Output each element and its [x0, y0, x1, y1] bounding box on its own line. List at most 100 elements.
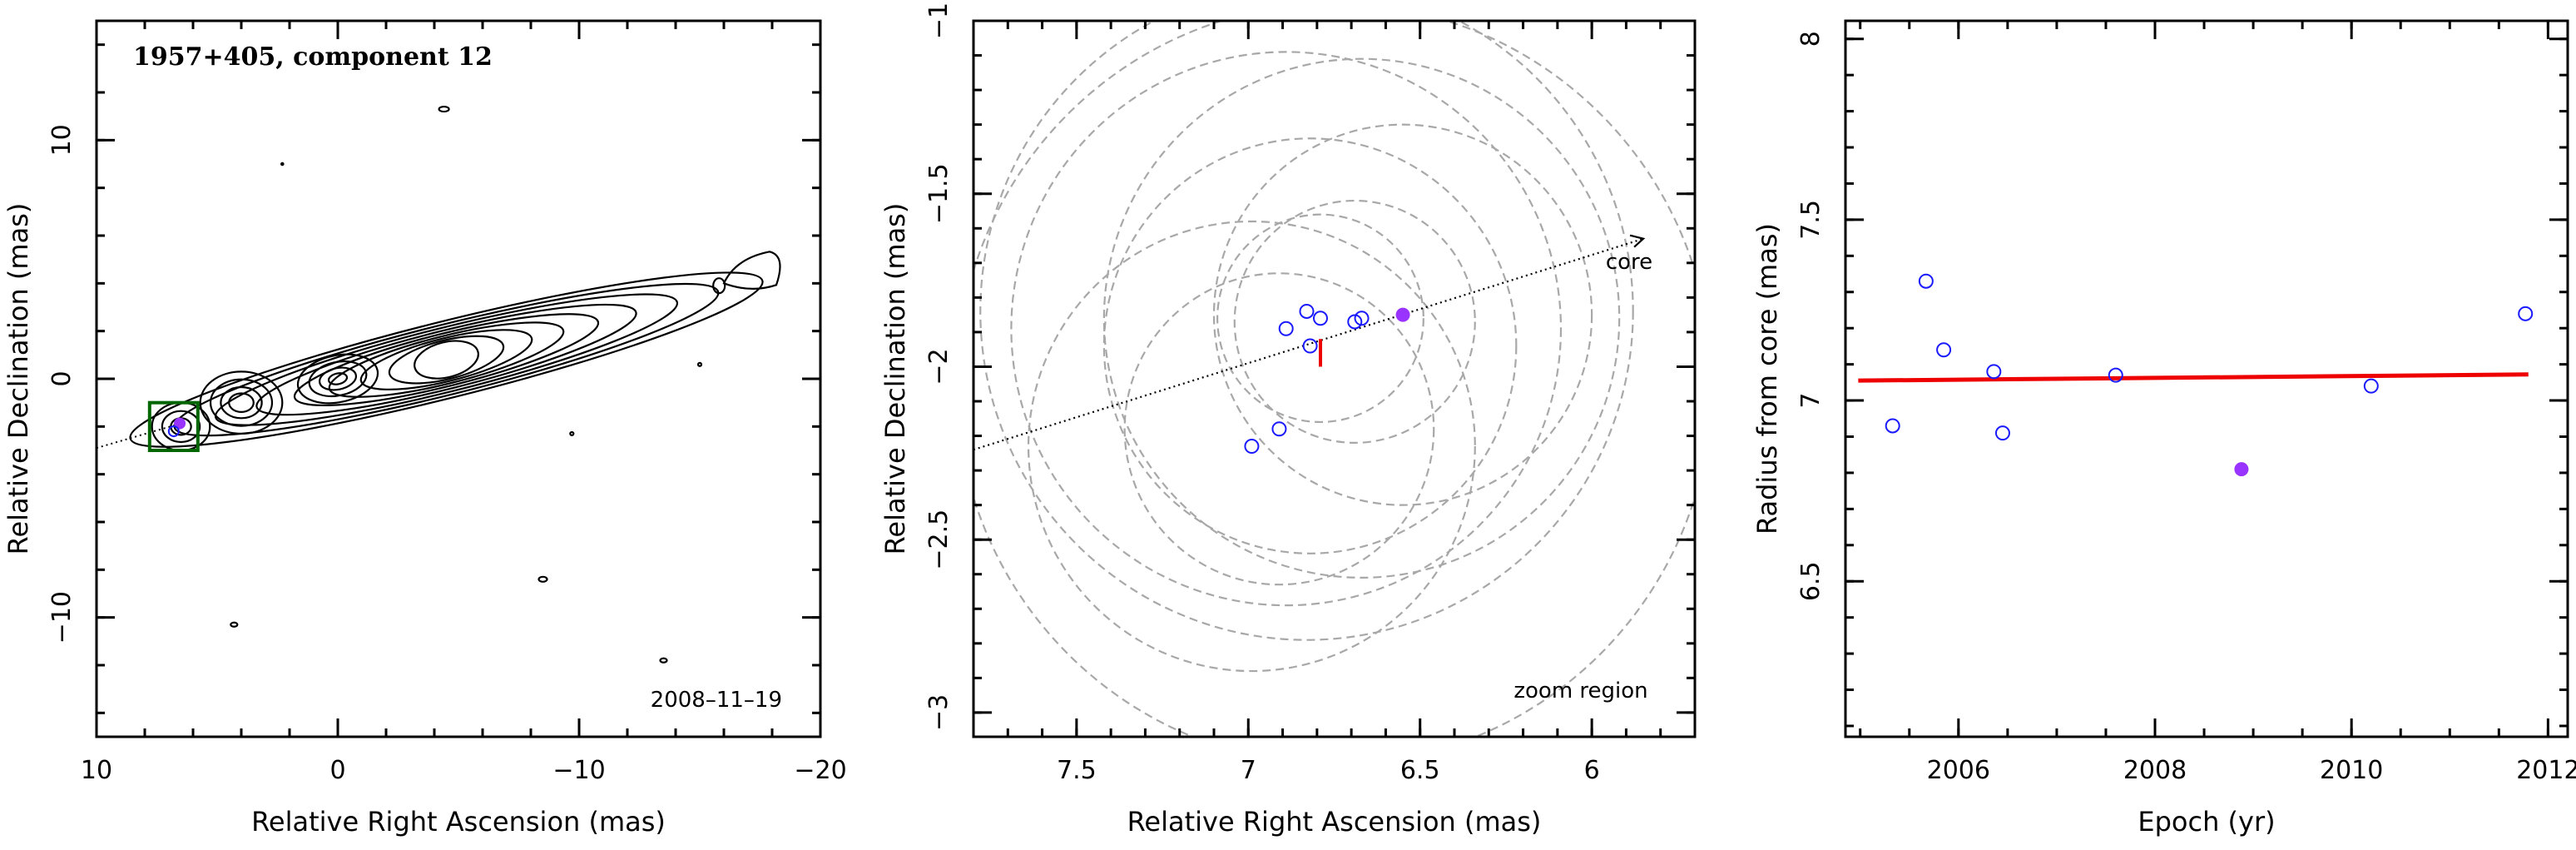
open-point	[2108, 367, 2123, 383]
open-point	[1885, 418, 1900, 434]
island-contour	[659, 657, 668, 664]
core-contour	[327, 372, 349, 385]
plot-frame	[972, 19, 1697, 738]
x-tick-label: −20	[794, 756, 846, 785]
open-point	[1299, 303, 1315, 319]
uncertainty-circle	[1102, 137, 1518, 554]
island-contour	[569, 430, 575, 437]
open-point	[1918, 273, 1934, 289]
x-tick-label: 2010	[2320, 756, 2383, 785]
core-direction-line	[973, 237, 1644, 451]
open-point	[1936, 342, 1952, 358]
open-point	[1994, 425, 2010, 441]
y-tick-label: −3	[924, 694, 954, 731]
uncertainty-circle	[1123, 272, 1435, 586]
x-tick-label: 2006	[1927, 756, 1990, 785]
y-tick-label: −1.5	[924, 163, 954, 224]
open-point	[1354, 311, 1370, 326]
core-arrowhead	[1629, 234, 1646, 248]
jet-contour	[214, 293, 679, 426]
y-tick-label: 8	[1796, 31, 1825, 47]
x-tick-label: 7.5	[1057, 756, 1097, 785]
x-tick-label: 7	[1241, 756, 1256, 785]
jet-contour	[359, 329, 533, 390]
zoom-box	[147, 400, 200, 452]
open-point	[2363, 378, 2379, 394]
filled-point	[1395, 307, 1410, 322]
far-blob-contour	[722, 251, 781, 290]
open-point	[1302, 338, 1318, 354]
uncertainty-circle	[973, 21, 1695, 737]
open-point	[1278, 321, 1294, 336]
jet-contour	[293, 313, 600, 406]
jet-contour	[388, 335, 505, 385]
y-tick-label: −2.5	[924, 510, 954, 570]
x-axis-label: Relative Right Ascension (mas)	[251, 806, 666, 838]
y-tick-label: 10	[47, 124, 77, 156]
fit-line	[1858, 372, 2529, 383]
x-tick-label: 6.5	[1400, 756, 1440, 785]
y-tick-label: 0	[47, 370, 77, 386]
island-contour	[537, 575, 548, 583]
jet-contour	[129, 271, 764, 448]
core-contour	[318, 366, 358, 391]
core-contour	[308, 360, 368, 398]
uncertainty-circle	[1212, 123, 1593, 506]
y-tick-label: −10	[47, 591, 77, 644]
y-axis-label: Radius from core (mas)	[1751, 223, 1783, 534]
component-marker-open	[167, 425, 180, 438]
zoom-plot-area	[973, 21, 1695, 737]
x-axis-label: Relative Right Ascension (mas)	[1127, 806, 1542, 838]
open-point	[1271, 421, 1287, 437]
date-label: 2008–11–19	[651, 688, 782, 713]
y-axis-label: Relative Declination (mas)	[2, 203, 34, 555]
island-contour	[280, 162, 285, 167]
contour-map	[129, 105, 781, 664]
uncertainty-circle	[1027, 220, 1476, 673]
core-annotation: core	[1606, 250, 1652, 275]
jet-contour	[414, 340, 479, 380]
x-tick-label: 6	[1584, 756, 1600, 785]
core-direction-line	[96, 423, 179, 450]
x-tick-label: 2008	[2123, 756, 2187, 785]
knot-contour	[228, 392, 255, 413]
open-point	[2518, 306, 2534, 321]
open-point	[1244, 439, 1260, 455]
uncertainty-circle	[1102, 57, 1621, 579]
filled-point	[2234, 462, 2249, 477]
x-tick-label: 10	[81, 756, 112, 785]
y-tick-label: 7	[1796, 393, 1825, 409]
knot-contour	[220, 385, 263, 420]
open-point	[1347, 314, 1363, 330]
core-contour	[296, 353, 379, 405]
component-contour	[161, 410, 201, 444]
island-contour	[438, 105, 450, 113]
plot-frame	[1844, 19, 2569, 738]
knot-contour	[209, 378, 274, 427]
jet-contour	[173, 282, 720, 437]
uncertainty-circle	[1216, 213, 1424, 424]
uncertainty-circle	[1010, 51, 1563, 607]
x-axis-label: Epoch (yr)	[2138, 806, 2275, 838]
island-contour	[696, 361, 703, 367]
uncertainty-circle	[979, 21, 1634, 641]
island-contour	[230, 621, 239, 628]
y-tick-label: −2	[924, 348, 954, 385]
island-contour	[712, 277, 726, 295]
jet-contour	[255, 303, 637, 416]
zoom-region-annotation: zoom region	[1513, 679, 1647, 703]
uncertainty-circle	[1233, 199, 1476, 444]
x-tick-label: 0	[329, 756, 345, 785]
y-tick-label: 7.5	[1796, 200, 1825, 240]
y-axis-label: Relative Declination (mas)	[879, 203, 911, 555]
component-marker	[174, 417, 186, 430]
panel-title: 1957+405, component 12	[133, 42, 493, 72]
open-point	[1986, 364, 2002, 380]
y-tick-label: −1	[924, 2, 954, 39]
x-tick-label: 2012	[2516, 756, 2576, 785]
knot-contour	[199, 370, 284, 435]
y-tick-label: 6.5	[1796, 561, 1825, 601]
open-point	[1312, 311, 1328, 326]
x-tick-label: −10	[552, 756, 605, 785]
